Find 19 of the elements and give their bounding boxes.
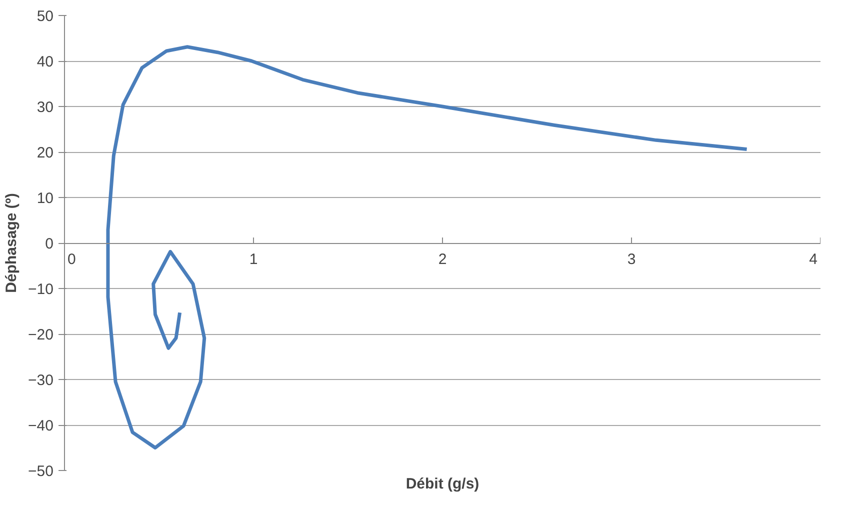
- y-tick-label: 0: [45, 236, 54, 252]
- x-tick-label: 3: [627, 251, 636, 268]
- x-tick-label: 0: [68, 251, 76, 268]
- x-axis-title: Débit (g/s): [406, 476, 480, 492]
- y-axis-title: Déphasage (º): [3, 193, 20, 293]
- y-tick-label: 40: [36, 54, 54, 70]
- x-tick-label: 4: [809, 251, 818, 268]
- y-tick-label: 30: [36, 99, 54, 116]
- y-tick-label: 50: [36, 8, 54, 25]
- y-tick-label: 10: [36, 190, 54, 207]
- y-tick-label: −20: [28, 326, 54, 344]
- y-tick-label: −50: [28, 463, 54, 480]
- x-tick-label: 1: [249, 251, 258, 268]
- x-tick-label: 2: [438, 251, 447, 268]
- y-tick-label: −10: [28, 281, 54, 298]
- y-tick-label: 20: [36, 144, 54, 162]
- y-tick-label: −40: [28, 418, 54, 434]
- y-tick-label: −30: [28, 372, 54, 389]
- line-series: [106, 45, 749, 450]
